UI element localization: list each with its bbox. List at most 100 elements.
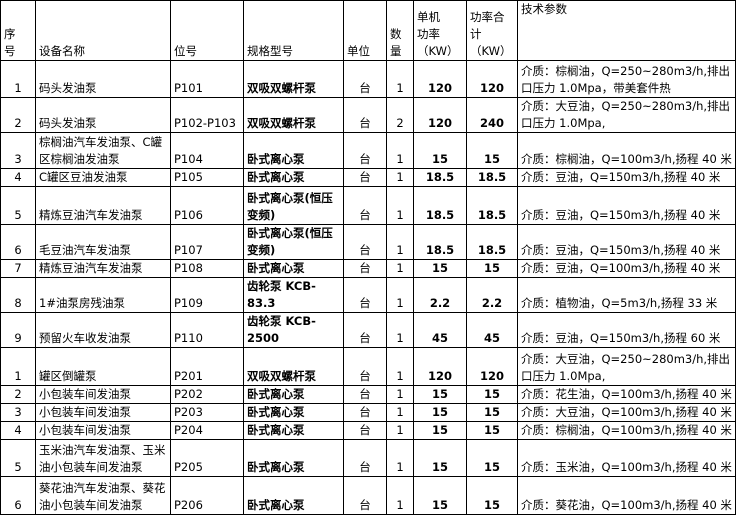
table-cell: 6 <box>0 224 36 260</box>
table-cell: 15 <box>466 403 518 422</box>
table-cell: 介质：玉米油，Q=100m3/h,扬程 40 米 <box>517 439 736 477</box>
table-cell: 15 <box>413 476 467 515</box>
table-cell: 介质：豆油，Q=150m3/h,扬程 40 米 <box>517 168 736 187</box>
header-cell: 单机 功率 （KW） <box>413 0 467 61</box>
table-row: 1 罐区倒罐泵 P201 双吸双螺杆泵台 1 120 120 介质：大豆油，Q=250~280… <box>0 347 736 386</box>
table-cell: 18.5 <box>413 224 467 260</box>
table-cell: P101 <box>170 60 244 98</box>
table-cell: 1 <box>386 168 414 187</box>
table-cell: 介质：植物油，Q=5m3/h,扬程 33 米 <box>517 277 736 313</box>
table-cell: 码头发油泵 <box>35 97 171 133</box>
table-cell: 台 <box>343 277 387 313</box>
table-cell: 5 <box>0 439 36 477</box>
table-cell: 1 <box>386 312 414 348</box>
table-cell: 15 <box>466 439 518 477</box>
header-cell: 序 号 <box>0 0 36 61</box>
table-cell: 台 <box>343 403 387 422</box>
table-cell: P205 <box>170 439 244 477</box>
table-cell: 15 <box>413 439 467 477</box>
table-row: 7 精炼豆油汽车发油泵 P108 卧式离心泵台 1 15 15 介质：豆油，Q=100m3/h… <box>0 259 736 278</box>
header-cell: 功率合 计（KW） <box>466 0 518 61</box>
table-cell: 台 <box>343 186 387 225</box>
table-cell: 18.5 <box>413 186 467 225</box>
table-row: 1 码头发油泵 P101 双吸双螺杆泵台 1 120 120 介质：棕榈油，Q=250~280… <box>0 60 736 98</box>
table-row: 3 小包装车间发油泵 P203 卧式离心泵台 1 15 15 介质：大豆油，Q=100m3/h… <box>0 403 736 422</box>
table-row: 9 预留火车收发油泵 P110 齿轮泵 KCB-2500 台 1 45 45 介质：豆油，Q=1… <box>0 312 736 348</box>
table-cell: 18.5 <box>466 224 518 260</box>
table-cell: P110 <box>170 312 244 348</box>
table-cell: 台 <box>343 385 387 404</box>
table-cell: 台 <box>343 347 387 386</box>
table-cell: 台 <box>343 168 387 187</box>
table-cell: 卧式离心泵(恒压变频) <box>243 224 344 260</box>
table-cell: 1 <box>386 347 414 386</box>
table-cell: 双吸双螺杆泵 <box>243 347 344 386</box>
table-cell: 1 <box>386 60 414 98</box>
table-cell: 15 <box>466 476 518 515</box>
table-cell: 3 <box>0 403 36 422</box>
table-cell: 7 <box>0 259 36 278</box>
table-cell: 1 <box>386 385 414 404</box>
table-cell: 15 <box>413 403 467 422</box>
header-cell: 设备名称 <box>35 0 171 61</box>
table-cell: 卧式离心泵 <box>243 132 344 169</box>
table-cell: 15 <box>413 385 467 404</box>
table-cell: 15 <box>466 132 518 169</box>
table-cell: 双吸双螺杆泵 <box>243 97 344 133</box>
table-row: 6 毛豆油汽车发油泵 P107 卧式离心泵(恒压变频) 台 1 18.5 18.5 介质：豆油，… <box>0 224 736 260</box>
table-cell: 1 <box>386 259 414 278</box>
table-cell: 9 <box>0 312 36 348</box>
table-cell: 45 <box>466 312 518 348</box>
table-row: 2 小包装车间发油泵 P202 卧式离心泵台 1 15 15 介质：花生油，Q=100m3/h… <box>0 385 736 404</box>
table-cell: 2 <box>0 97 36 133</box>
table-cell: P102-P103 <box>170 97 244 133</box>
table-cell: 毛豆油汽车发油泵 <box>35 224 171 260</box>
table-cell: 介质：花生油，Q=100m3/h,扬程 40 米 <box>517 385 736 404</box>
table-cell: 预留火车收发油泵 <box>35 312 171 348</box>
table-cell: 1 <box>386 476 414 515</box>
table-row: 8 1#油泵房残油泵 P109 齿轮泵 KCB-83.3 台 1 2.2 2.2 介质：植物油，… <box>0 277 736 313</box>
table-cell: P202 <box>170 385 244 404</box>
table-row: 2 码头发油泵 P102-P103 双吸双螺杆泵台 2 120 240 介质：大豆油，Q=25… <box>0 97 736 133</box>
table-cell: 2 <box>0 385 36 404</box>
table-cell: 卧式离心泵 <box>243 259 344 278</box>
table-cell: 1 <box>386 439 414 477</box>
table-cell: 18.5 <box>413 168 467 187</box>
table-row: 5 玉米油汽车发油泵、玉米油小包装车间发油泵 P205 卧式离心泵台 1 15 15 介质：玉… <box>0 439 736 477</box>
table-cell: 卧式离心泵 <box>243 476 344 515</box>
table-cell: 卧式离心泵 <box>243 385 344 404</box>
table-cell: 1 <box>0 347 36 386</box>
table-cell: 罐区倒罐泵 <box>35 347 171 386</box>
table-cell: 2.2 <box>413 277 467 313</box>
table-cell: 15 <box>413 421 467 440</box>
table-cell: C罐区豆油发油泵 <box>35 168 171 187</box>
table-cell: 15 <box>466 385 518 404</box>
table-cell: 介质：棕榈油，Q=100m3/h,扬程 40 米 <box>517 421 736 440</box>
header-cell: 数 量 <box>386 0 414 61</box>
header-cell: 规格型号 <box>243 0 344 61</box>
table-cell: 介质：豆油，Q=150m3/h,扬程 40 米 <box>517 224 736 260</box>
table-cell: 卧式离心泵 <box>243 168 344 187</box>
table-cell: 4 <box>0 421 36 440</box>
table-cell: 2 <box>386 97 414 133</box>
table-cell: 齿轮泵 KCB-2500 <box>243 312 344 348</box>
table-cell: 1#油泵房残油泵 <box>35 277 171 313</box>
table-cell: 18.5 <box>466 186 518 225</box>
table-cell: P203 <box>170 403 244 422</box>
table-cell: 120 <box>466 60 518 98</box>
table-cell: 1 <box>386 277 414 313</box>
table-cell: 小包装车间发油泵 <box>35 421 171 440</box>
table-cell: 240 <box>466 97 518 133</box>
table-cell: P204 <box>170 421 244 440</box>
table-cell: 卧式离心泵(恒压变频) <box>243 186 344 225</box>
table-cell: 精炼豆油汽车发油泵 <box>35 259 171 278</box>
table-cell: 120 <box>413 60 467 98</box>
table-cell: 卧式离心泵 <box>243 403 344 422</box>
table-cell: P104 <box>170 132 244 169</box>
table-cell: 卧式离心泵 <box>243 439 344 477</box>
table-cell: 介质：大豆油，Q=250~280m3/h,排出口压力 1.0Mpa, <box>517 97 736 133</box>
header-cell: 技术参数 <box>517 0 736 61</box>
table-cell: 2.2 <box>466 277 518 313</box>
table-cell: 120 <box>466 347 518 386</box>
